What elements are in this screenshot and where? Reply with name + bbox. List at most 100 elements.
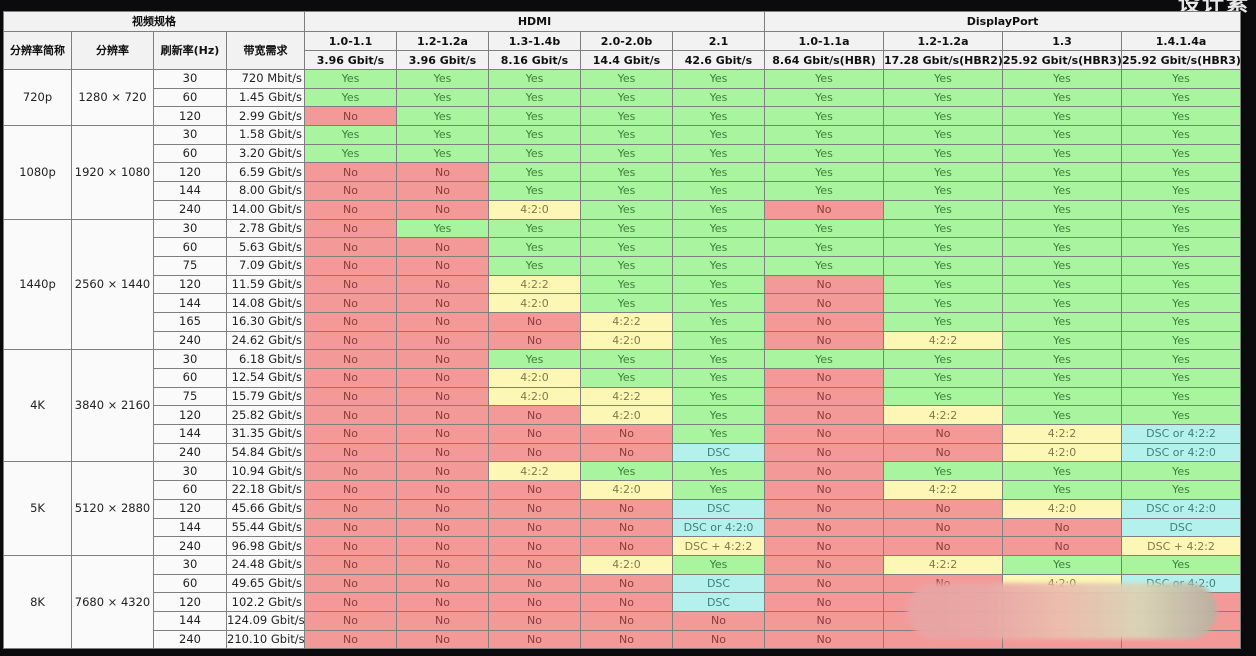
dp-support-cell: Yes [1121,405,1242,426]
refresh-rate-cell: 60 [153,573,227,594]
hdmi-support-cell: 4:2:2 [488,461,581,482]
hdmi-support-cell: Yes [671,255,766,276]
dp-support-cell: Yes [1121,554,1242,575]
hdmi-support-cell: No [304,424,397,444]
bandwidth-column-header: 带宽需求 [226,31,305,70]
dp-support-cell: Yes [764,106,885,127]
dp-support-cell: No [764,536,885,556]
dp-support-cell: Yes [1121,330,1242,351]
hdmi-support-cell: Yes [580,181,673,201]
hdmi-support-cell: Yes [488,349,581,369]
hdmi-support-cell: Yes [396,106,489,127]
hdmi-version-header: 2.1 [671,31,766,51]
hdmi-support-cell: Yes [671,69,766,89]
hdmi-bandwidth-header: 8.16 Gbit/s [488,50,581,70]
dp-support-cell: Yes [883,125,1004,145]
hdmi-version-header: 2.0-2.0b [580,31,673,51]
table-row: 60 1.45 Gbit/s Yes Yes Yes Yes Yes Yes Yes Yes Yes [4,87,1242,108]
dp-support-cell: DSC [1121,517,1242,538]
hdmi-support-cell: Yes [580,461,673,482]
hdmi-support-cell: No [488,554,581,575]
hdmi-support-cell: DSC + 4:2:2 [671,536,766,556]
hdmi-version-header: 1.0-1.1 [304,31,397,51]
table-row: 75 15.79 Gbit/s No No 4:2:0 4:2:2 Yes No Yes Yes Y… [4,386,1242,407]
hdmi-support-cell: Yes [488,237,581,257]
hdmi-support-cell: 4:2:0 [488,199,581,220]
hdmi-support-cell: No [304,536,397,556]
hdmi-support-cell: No [580,442,673,463]
dp-support-cell: Yes [1121,461,1242,482]
dp-support-cell: No [764,330,885,351]
dp-support-cell: Yes [883,293,1004,313]
dp-support-cell: DSC or 4:2:0 [1121,442,1242,463]
dp-support-cell: Yes [1002,199,1123,220]
compatibility-table-sheet: 视频规格 HDMI DisplayPort 分辨率简称 分辨率 刷新率(Hz) … [3,11,1242,650]
table-row: 5K 5120 × 2880 30 10.94 Gbit/s No No 4:2:2 Yes Y… [3,461,1242,556]
hdmi-support-cell: Yes [488,106,581,127]
bandwidth-cell: 45.66 Gbit/s [226,498,305,519]
hdmi-support-cell: No [488,311,581,332]
dp-support-cell: No [764,368,885,388]
refresh-rate-cell: 144 [153,293,227,313]
video-spec-group-header: 视频规格 [3,11,305,32]
dp-version-header: 1.3 [1002,31,1123,51]
hdmi-support-cell: Yes [580,106,673,127]
hdmi-support-cell: Yes [671,405,766,426]
dp-support-cell: No [764,573,885,594]
hdmi-support-cell: DSC [671,573,766,594]
hdmi-group-header: HDMI [303,11,766,32]
dp-support-cell: Yes [1002,255,1123,276]
hdmi-support-cell: No [488,592,581,612]
hdmi-support-cell: No [304,237,397,257]
dp-support-cell: Yes [1121,181,1242,201]
hdmi-support-cell: Yes [488,87,581,108]
hdmi-support-cell: No [396,162,489,183]
hdmi-support-cell: No [671,610,766,631]
hdmi-support-cell: Yes [304,143,397,164]
resolution-name-cell: 8K [3,554,72,650]
bandwidth-cell: 102.2 Gbit/s [226,592,305,612]
dp-support-cell: Yes [1002,218,1123,239]
resolution-name-cell: 4K [3,349,72,463]
hdmi-support-cell: Yes [671,125,766,145]
resolution-name-cell: 1440p [3,218,72,351]
hdmi-support-cell: No [396,274,489,295]
dp-support-cell: No [764,480,885,500]
bandwidth-cell: 14.08 Gbit/s [226,293,305,313]
dp-support-cell: Yes [764,181,885,201]
bandwidth-cell: 15.79 Gbit/s [226,386,305,407]
dp-support-cell: Yes [883,461,1004,482]
bandwidth-cell: 24.48 Gbit/s [226,554,305,575]
hdmi-support-cell: No [488,573,581,594]
table-row: 144 8.00 Gbit/s No No Yes Yes Yes Yes Yes Yes Yes [4,181,1242,201]
dp-support-cell: Yes [1121,162,1242,183]
dp-support-cell: 4:2:2 [883,330,1004,351]
dp-support-cell: Yes [883,349,1004,369]
hdmi-support-cell: No [304,349,397,369]
bandwidth-cell: 14.00 Gbit/s [226,199,305,220]
dp-support-cell: Yes [883,106,1004,127]
dp-support-cell: Yes [1002,405,1123,426]
hdmi-version-header: 1.2-1.2a [396,31,489,51]
hdmi-support-cell: No [396,311,489,332]
refresh-rate-cell: 60 [153,480,227,500]
hdmi-support-cell: Yes [488,125,581,145]
dp-support-cell: No [764,461,885,482]
table-row: 240 54.84 Gbit/s No No No No DSC No No 4:2:0 DSC o… [4,442,1242,463]
bandwidth-cell: 55.44 Gbit/s [226,517,305,538]
table-row: 144 31.35 Gbit/s No No No No Yes No No 4:2:2 DSC o… [4,424,1242,444]
refresh-rate-cell: 60 [153,143,227,164]
refresh-rate-cell: 30 [153,218,227,239]
dp-support-cell: Yes [1121,143,1242,164]
dp-support-cell: No [883,517,1004,538]
hdmi-support-cell: No [396,424,489,444]
hdmi-support-cell: No [304,368,397,388]
dp-support-cell: Yes [1121,349,1242,369]
hdmi-support-cell: No [396,610,489,631]
hdmi-support-cell: No [488,517,581,538]
hdmi-support-cell: Yes [488,255,581,276]
dp-support-cell: Yes [1002,125,1123,145]
dp-support-cell: Yes [883,143,1004,164]
resolution-cell: 2560 × 1440 [71,218,154,351]
hdmi-support-cell: No [304,498,397,519]
